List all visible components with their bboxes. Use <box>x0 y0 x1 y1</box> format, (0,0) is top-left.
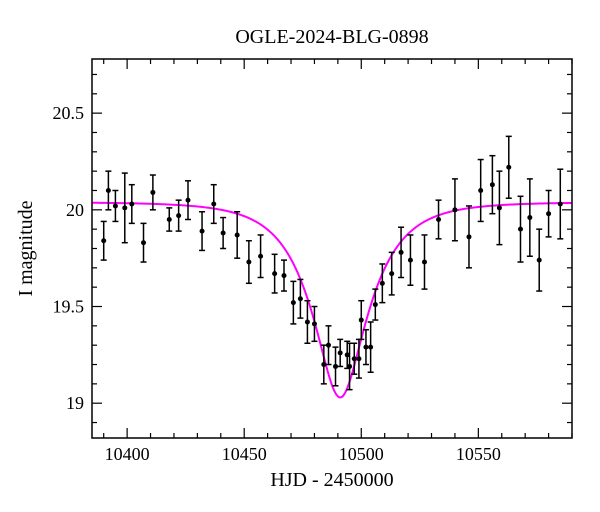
chart-title: OGLE-2024-BLG-0898 <box>235 26 428 48</box>
lightcurve-chart: 10400 10450 10500 10550 19 19.5 20 20.5 OGLE-202… <box>0 0 600 512</box>
x-tick-label: 10400 <box>105 444 150 464</box>
y-tick-label: 19 <box>66 393 84 413</box>
y-axis-label: I magnitude <box>15 200 37 296</box>
x-tick-label: 10500 <box>339 444 384 464</box>
x-tick-label: 10550 <box>456 444 501 464</box>
y-tick-label: 20.5 <box>53 103 85 123</box>
x-tick-label: 10450 <box>222 444 267 464</box>
y-tick-label: 20 <box>66 200 84 220</box>
y-tick-label: 19.5 <box>53 297 85 317</box>
x-axis-label: HJD - 2450000 <box>270 469 393 491</box>
